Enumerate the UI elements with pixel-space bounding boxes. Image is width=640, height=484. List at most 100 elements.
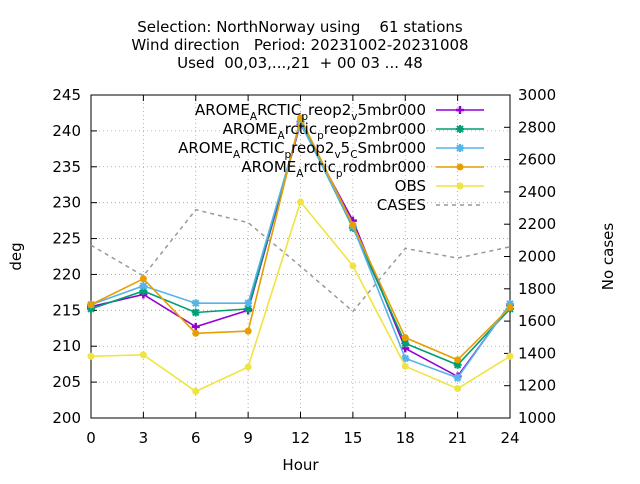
legend-label-part: C — [350, 149, 357, 161]
legend-sample-marker — [456, 182, 464, 190]
data-point — [244, 327, 252, 335]
y-tick-label: 200 — [52, 409, 81, 427]
legend-entry: AROMEArcticprodmbr000 — [241, 158, 484, 180]
y2-tick-label: 2400 — [518, 183, 556, 201]
data-point — [297, 198, 304, 206]
data-point — [191, 322, 200, 331]
data-point — [192, 329, 200, 337]
series — [87, 114, 514, 395]
legend-label-part: 5 — [341, 139, 351, 157]
data-point — [87, 352, 95, 360]
y2-tick-label: 2000 — [518, 248, 556, 266]
legend-sample-marker — [456, 106, 464, 114]
legend-label-part: AROME — [195, 101, 250, 119]
y-tick-label: 240 — [52, 122, 81, 140]
data-point — [87, 304, 95, 313]
series-line — [90, 200, 511, 393]
data-point — [506, 299, 514, 308]
data-point — [506, 352, 514, 360]
y-axis-label: deg — [7, 242, 25, 270]
data-point — [191, 308, 200, 317]
y-tick-label: 205 — [52, 373, 81, 391]
legend-sample-marker — [456, 125, 464, 133]
legend-label-part: reop2 — [291, 139, 334, 157]
y-tick-label: 245 — [52, 86, 81, 104]
legend-label-part: rodmbr000 — [343, 158, 426, 176]
legend-label-part: p — [301, 111, 308, 123]
series-4 — [87, 198, 514, 395]
legend-entry: OBS — [395, 177, 484, 195]
y2-tick-label: 1400 — [518, 344, 556, 362]
data-point — [139, 281, 148, 290]
legend-label-part: AROME — [178, 139, 233, 157]
series-line — [90, 208, 511, 313]
data-point — [401, 354, 410, 363]
data-point — [349, 221, 357, 229]
x-tick-label: 15 — [343, 429, 362, 447]
title-line: Selection: NorthNorway using 61 stations — [137, 18, 463, 36]
legend-label-part: v — [334, 149, 340, 161]
y2-tick-label: 1200 — [518, 377, 556, 395]
series-line — [90, 121, 511, 378]
title-line: Used 00,03,...,21 + 00 03 ... 48 — [177, 54, 423, 72]
x-tick-label: 21 — [448, 429, 467, 447]
legend-label-part: p — [284, 149, 291, 161]
legend: AROMEARCTICpreop2v5mbr000AROMEArcticpreo… — [178, 101, 484, 214]
legend-sample-marker — [456, 144, 464, 152]
legend-entry: AROMEARCTICpreop2v5CSmbr000 — [178, 139, 484, 161]
legend-label-part: OBS — [395, 177, 426, 195]
legend-label-part: RCTIC — [257, 101, 301, 119]
legend-label-part: Smbr000 — [358, 139, 426, 157]
y-tick-label: 215 — [52, 301, 81, 319]
series-5 — [90, 208, 511, 313]
legend-label-part: 5mbr000 — [358, 101, 426, 119]
legend-label: AROMEARCTICpreop2v5mbr000 — [195, 101, 426, 123]
y2-tick-label: 2600 — [518, 151, 556, 169]
data-point — [401, 362, 409, 370]
legend-label: AROMEArcticpreop2mbr000 — [223, 120, 426, 142]
x-axis-label: Hour — [282, 456, 319, 474]
x-tick-label: 24 — [500, 429, 519, 447]
axis-ticks: 0 3 6 9 12 15 18 21 24 200 205 210 215 220 225 230 235 24… — [52, 86, 556, 447]
data-point — [349, 262, 357, 270]
y-tick-label: 230 — [52, 194, 81, 212]
legend-label-part: rctic — [285, 120, 317, 138]
legend-entry: CASES — [377, 196, 484, 214]
legend-label-part: A — [296, 168, 304, 180]
y2-axis-label: No cases — [599, 223, 617, 291]
series-0 — [87, 119, 514, 381]
legend-label-part: reop2mbr000 — [324, 120, 426, 138]
data-point — [297, 114, 304, 122]
legend-label-part: A — [278, 130, 286, 142]
data-point — [296, 118, 305, 127]
data-point — [506, 303, 514, 311]
y2-tick-label: 3000 — [518, 86, 556, 104]
series-2 — [87, 118, 514, 382]
legend-label-part: RCTIC — [240, 139, 284, 157]
x-tick-label: 3 — [139, 429, 149, 447]
series-3 — [87, 114, 514, 364]
data-point — [139, 275, 147, 283]
legend-label-part: A — [250, 111, 258, 123]
legend-entry: AROMEArcticpreop2mbr000 — [223, 120, 484, 142]
data-point — [454, 356, 462, 364]
x-tick-label: 0 — [86, 429, 96, 447]
legend-label-part: rctic — [303, 158, 335, 176]
data-point — [244, 304, 253, 313]
x-tick-label: 9 — [243, 429, 253, 447]
y2-tick-label: 1000 — [518, 409, 556, 427]
title-line: Wind direction Period: 20231002-20231008 — [131, 36, 468, 54]
legend-label-part: p — [317, 130, 324, 142]
data-point — [453, 360, 462, 369]
legend-label-part: AROME — [241, 158, 296, 176]
chart-title: Selection: NorthNorway using 61 stations… — [131, 18, 468, 72]
y-tick-label: 210 — [52, 337, 81, 355]
y-tick-label: 235 — [52, 158, 81, 176]
x-tick-label: 18 — [396, 429, 415, 447]
y2-tick-label: 2800 — [518, 118, 556, 136]
data-point — [244, 363, 252, 371]
data-point — [87, 301, 95, 309]
data-point — [139, 351, 147, 359]
